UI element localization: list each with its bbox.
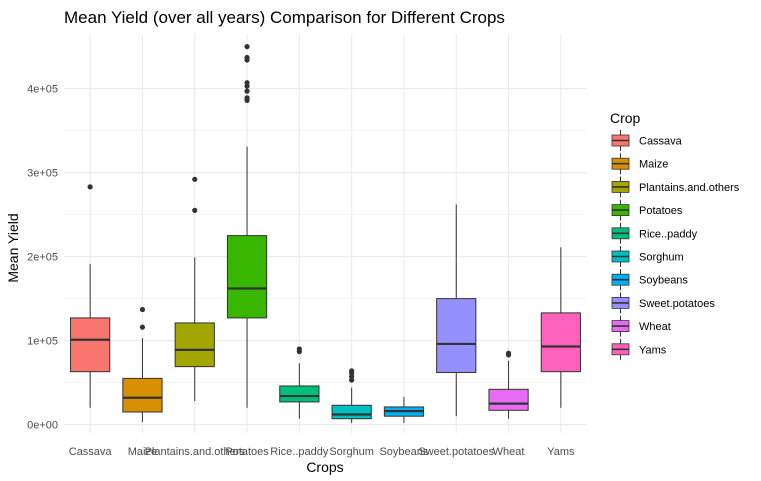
- outlier-point: [349, 368, 355, 374]
- box-rice-paddy: [279, 346, 320, 419]
- box-sweet-potatoes: [436, 204, 477, 417]
- legend-item: Yams: [611, 338, 667, 360]
- box-body: [279, 385, 320, 403]
- box-wheat: [488, 350, 529, 419]
- x-axis: Cassava MaizePlantains.and.othersPotatoes…: [69, 446, 575, 458]
- legend-item: Plantains.and.others: [611, 176, 740, 198]
- box-body: [436, 298, 477, 374]
- boxes-layer: [70, 44, 581, 423]
- y-axis: 0e+00 1e+05 2e+05 3e+05 4e+05: [27, 84, 58, 432]
- legend-label: Soybeans: [639, 275, 688, 287]
- x-tick-label: Cassava: [69, 446, 113, 458]
- outlier-point: [244, 44, 250, 50]
- outlier-point: [505, 350, 512, 356]
- legend-label: Sweet.potatoes: [639, 298, 715, 310]
- x-axis-title: Crops: [306, 459, 343, 475]
- legend-item: Maize: [611, 153, 668, 175]
- legend-title: Crop: [610, 110, 641, 126]
- legend-label: Rice..paddy: [639, 228, 698, 240]
- box-sorghum: [331, 368, 372, 423]
- outlier-point: [244, 95, 250, 101]
- legend-label: Maize: [639, 159, 668, 171]
- box-body: [488, 388, 529, 411]
- x-tick-label: Maize: [128, 446, 157, 458]
- box-body: [122, 377, 163, 413]
- box-plantains-and-others: [174, 176, 215, 402]
- outlier-point: [87, 184, 93, 190]
- legend: Crop Cassava Maize Plantains.and.others Pot…: [610, 110, 740, 360]
- box-cassava: [70, 184, 111, 408]
- legend-item: Sorghum: [611, 246, 684, 267]
- legend-label: Yams: [639, 344, 667, 356]
- box-body: [226, 235, 268, 319]
- legend-label: Potatoes: [639, 205, 683, 217]
- box-body: [331, 404, 372, 420]
- box-body: [540, 312, 581, 373]
- y-tick-label: 1e+05: [27, 336, 58, 348]
- legend-item: Rice..paddy: [611, 222, 698, 244]
- outlier-point: [192, 176, 198, 182]
- y-tick-label: 0e+00: [27, 420, 58, 432]
- box-body: [174, 322, 215, 368]
- x-tick-label: Rice..paddy: [270, 446, 329, 458]
- outlier-point: [139, 324, 146, 330]
- box-maize: [122, 306, 163, 423]
- outlier-point: [139, 306, 146, 313]
- outlier-point: [244, 54, 250, 61]
- legend-item: Sweet.potatoes: [611, 292, 715, 314]
- x-tick-label: Wheat: [493, 446, 525, 458]
- outlier-point: [296, 346, 302, 352]
- x-tick-label: Sweet.potatoes: [418, 446, 494, 458]
- box-soybeans: [383, 396, 425, 423]
- legend-label: Cassava: [639, 136, 683, 148]
- outlier-point: [192, 207, 198, 213]
- x-tick-label: Sorghum: [329, 446, 374, 458]
- legend-item: Wheat: [611, 315, 671, 337]
- y-tick-label: 2e+05: [27, 252, 58, 264]
- legend-item: Soybeans: [611, 269, 688, 291]
- x-tick-label: Soybeans: [379, 446, 428, 458]
- legend-item: Cassava: [611, 130, 683, 151]
- y-tick-label: 3e+05: [27, 168, 58, 180]
- x-tick-label: Plantains.and.others: [145, 446, 246, 458]
- chart-title: Mean Yield (over all years) Comparison f…: [64, 8, 505, 27]
- outlier-point: [244, 80, 250, 86]
- y-tick-label: 4e+05: [27, 84, 58, 96]
- box-body: [70, 317, 111, 373]
- box-potatoes: [226, 44, 268, 408]
- box-yams: [540, 247, 581, 408]
- legend-label: Wheat: [639, 321, 671, 333]
- outlier-point: [244, 88, 250, 94]
- legend-item: Potatoes: [611, 199, 683, 221]
- legend-label: Plantains.and.others: [639, 182, 740, 194]
- x-tick-label: Potatoes: [225, 446, 269, 458]
- y-axis-title: Mean Yield: [5, 213, 21, 282]
- legend-label: Sorghum: [639, 252, 684, 264]
- x-tick-label: Yams: [547, 446, 575, 458]
